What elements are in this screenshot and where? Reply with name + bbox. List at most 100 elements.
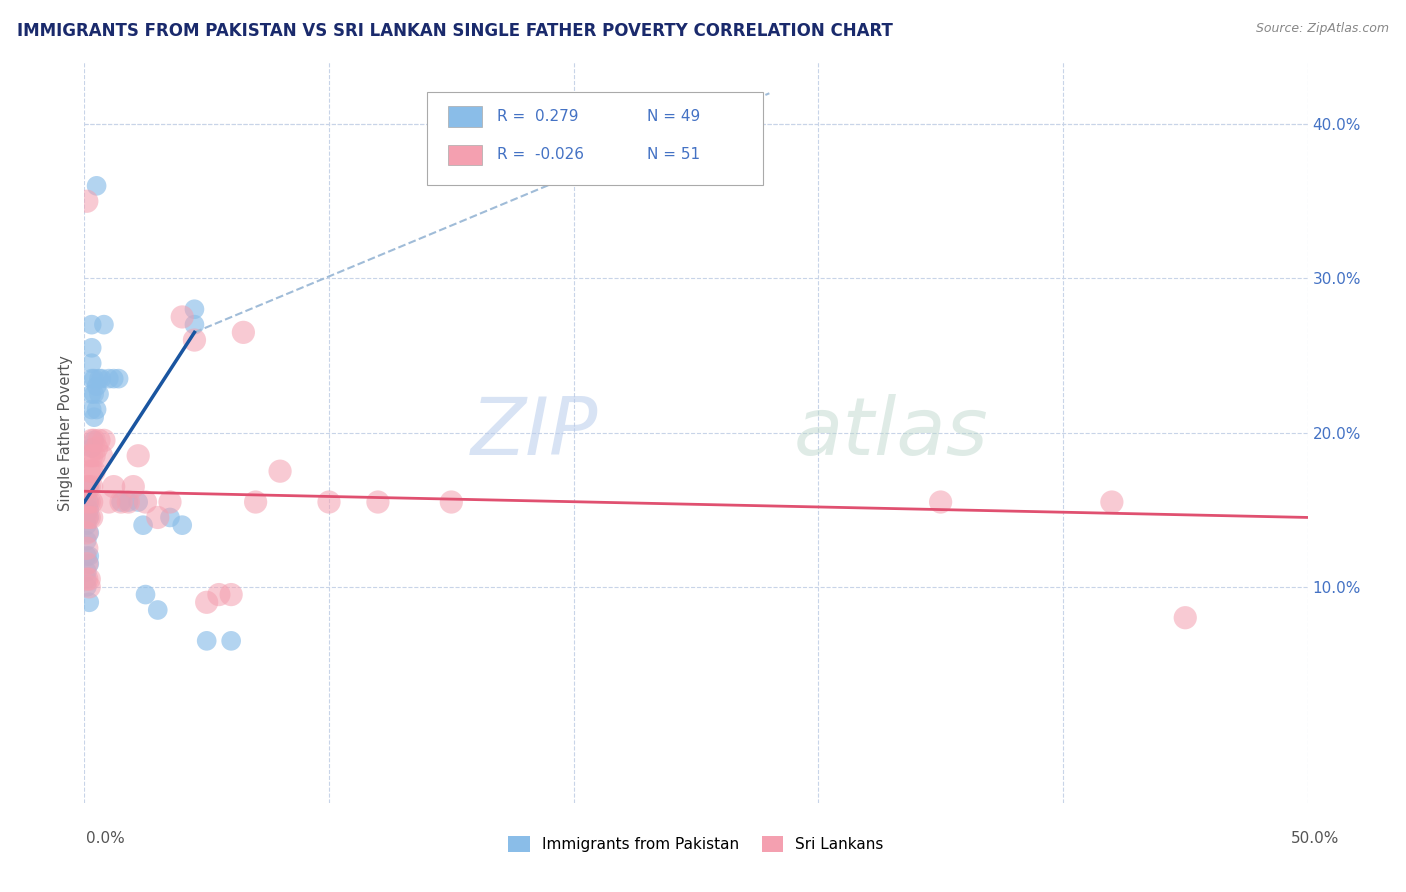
Point xyxy=(87,434,110,448)
Point xyxy=(86,441,108,455)
Point xyxy=(80,434,103,448)
Point xyxy=(245,495,267,509)
Point xyxy=(318,495,340,509)
Text: Source: ZipAtlas.com: Source: ZipAtlas.com xyxy=(1256,22,1389,36)
Point xyxy=(80,371,103,385)
Point xyxy=(87,387,110,401)
Point xyxy=(76,525,98,540)
Point xyxy=(83,387,105,401)
Point xyxy=(77,510,100,524)
Point xyxy=(80,510,103,524)
Point xyxy=(195,595,218,609)
Point xyxy=(219,633,242,648)
Point xyxy=(159,510,181,524)
Text: R =  -0.026: R = -0.026 xyxy=(496,147,583,162)
Point xyxy=(76,533,98,548)
Point xyxy=(86,402,108,417)
Point xyxy=(76,565,98,579)
Point xyxy=(76,572,98,586)
Point xyxy=(269,464,291,478)
Point xyxy=(1101,495,1123,509)
Point xyxy=(77,495,100,509)
Point xyxy=(86,178,108,193)
Point xyxy=(117,495,139,509)
Point xyxy=(183,333,205,347)
Point xyxy=(208,588,231,602)
Point xyxy=(135,588,157,602)
Point xyxy=(76,518,98,533)
Bar xyxy=(447,145,482,165)
Text: IMMIGRANTS FROM PAKISTAN VS SRI LANKAN SINGLE FATHER POVERTY CORRELATION CHART: IMMIGRANTS FROM PAKISTAN VS SRI LANKAN S… xyxy=(17,22,893,40)
Point xyxy=(107,371,129,385)
Point xyxy=(172,310,194,324)
Point xyxy=(80,480,103,494)
Point xyxy=(146,603,169,617)
Point xyxy=(97,371,120,385)
Point xyxy=(219,588,242,602)
Point xyxy=(117,495,139,509)
Point xyxy=(195,633,218,648)
Point xyxy=(367,495,389,509)
Point xyxy=(83,371,105,385)
Point xyxy=(76,580,98,594)
Point xyxy=(77,595,100,609)
Point xyxy=(232,326,254,340)
Point xyxy=(76,557,98,571)
Point xyxy=(80,318,103,332)
Point xyxy=(76,510,98,524)
Text: atlas: atlas xyxy=(794,393,988,472)
Point xyxy=(183,302,205,317)
Point xyxy=(110,495,132,509)
Point xyxy=(97,495,120,509)
Point xyxy=(77,480,100,494)
Point xyxy=(103,480,125,494)
Point xyxy=(929,495,952,509)
Point xyxy=(83,410,105,425)
Point xyxy=(135,495,157,509)
Point xyxy=(83,434,105,448)
Point xyxy=(90,449,112,463)
Point xyxy=(83,449,105,463)
Point xyxy=(440,495,463,509)
Point xyxy=(83,464,105,478)
Point xyxy=(1174,610,1197,624)
Point xyxy=(132,518,155,533)
Text: 50.0%: 50.0% xyxy=(1291,831,1339,846)
Bar xyxy=(447,106,482,127)
Point xyxy=(76,541,98,556)
Text: 0.0%: 0.0% xyxy=(86,831,125,846)
Point xyxy=(159,495,181,509)
Point xyxy=(80,341,103,355)
Point xyxy=(76,549,98,563)
Point xyxy=(93,318,115,332)
Point xyxy=(80,441,103,455)
Point xyxy=(80,495,103,509)
Point xyxy=(172,518,194,533)
Point xyxy=(127,449,149,463)
Point xyxy=(80,464,103,478)
Point xyxy=(93,434,115,448)
Point xyxy=(77,464,100,478)
Point xyxy=(80,449,103,463)
Point xyxy=(122,480,145,494)
Point xyxy=(80,356,103,370)
FancyBboxPatch shape xyxy=(427,92,763,185)
Point xyxy=(77,572,100,586)
Point xyxy=(127,495,149,509)
Point xyxy=(77,525,100,540)
Point xyxy=(146,510,169,524)
Point xyxy=(77,549,100,563)
Point xyxy=(110,495,132,509)
Point xyxy=(77,510,100,524)
Point xyxy=(76,572,98,586)
Text: ZIP: ZIP xyxy=(471,393,598,472)
Point xyxy=(76,480,98,494)
Point xyxy=(90,371,112,385)
Text: N = 51: N = 51 xyxy=(647,147,700,162)
Point xyxy=(77,557,100,571)
Point xyxy=(77,495,100,509)
Point xyxy=(80,387,103,401)
Point xyxy=(76,495,98,509)
Point xyxy=(77,449,100,463)
Point xyxy=(77,502,100,516)
